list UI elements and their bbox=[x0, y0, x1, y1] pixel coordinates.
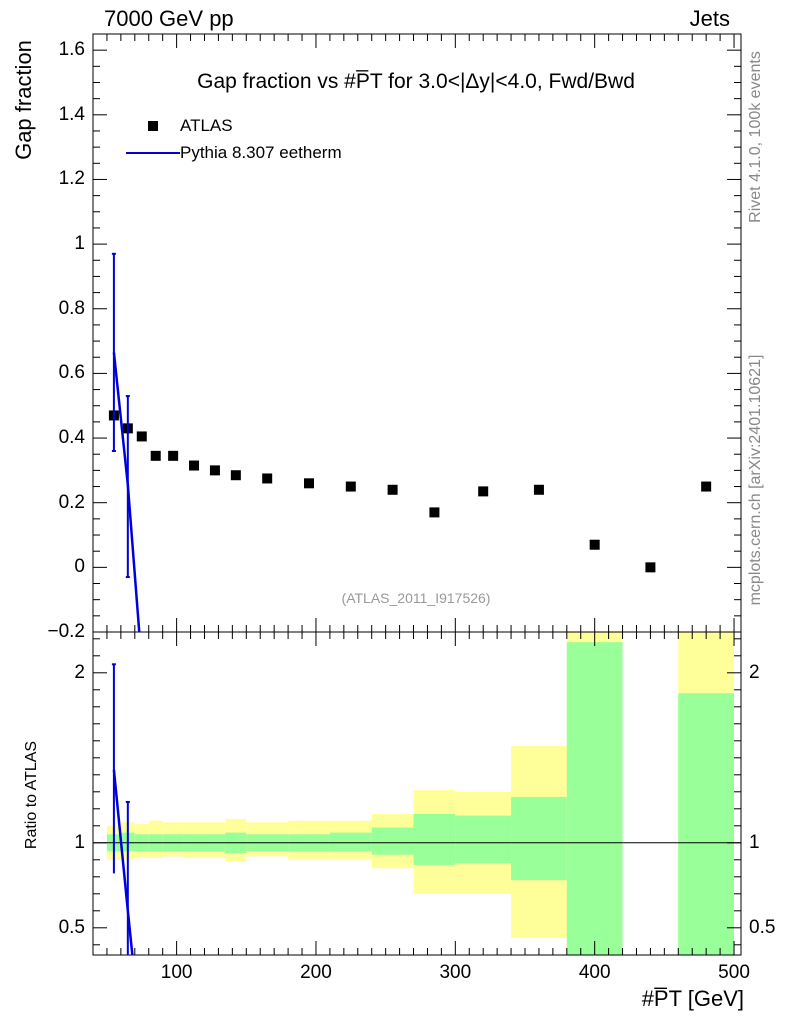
atlas-data-point bbox=[387, 484, 398, 495]
ratio-y-tick-label-left: 0.5 bbox=[58, 916, 85, 938]
main-y-tick-label: 0.6 bbox=[58, 362, 85, 384]
atlas-data-point bbox=[589, 539, 600, 550]
atlas-data-point bbox=[429, 507, 440, 518]
legend: ATLAS Pythia 8.307 eetherm bbox=[126, 112, 342, 166]
atlas-data-point bbox=[345, 481, 356, 492]
atlas-data-point bbox=[209, 465, 220, 476]
x-tick-label: 100 bbox=[160, 962, 193, 983]
ratio-y-tick-label-right: 0.5 bbox=[749, 916, 776, 938]
ratio-y-tick-label-right: 1 bbox=[749, 831, 760, 853]
main-y-tick-label: 0.8 bbox=[58, 297, 85, 319]
chart-title: Gap fraction vs #P̅T for 3.0<|Δy|<4.0, F… bbox=[197, 70, 635, 93]
ratio-series bbox=[111, 663, 134, 955]
x-tick-label: 300 bbox=[439, 962, 472, 983]
atlas-data-point bbox=[150, 450, 161, 461]
mcplots-source-label: mcplots.cern.ch [arXiv:2401.10621] bbox=[747, 354, 764, 606]
atlas-data-point bbox=[189, 460, 200, 471]
ratio-y-axis-label: Ratio to ATLAS bbox=[23, 740, 40, 850]
main-y-tick-label: 0.4 bbox=[58, 427, 85, 449]
atlas-data-point bbox=[262, 473, 273, 484]
green-band-bin bbox=[329, 832, 372, 852]
ratio-y-tick-label-left: 1 bbox=[74, 831, 85, 853]
legend-data-label: ATLAS bbox=[180, 115, 233, 135]
main-y-tick-label: 1.4 bbox=[58, 103, 85, 125]
main-series bbox=[108, 252, 712, 632]
x-axis-label: #P̅T [GeV] bbox=[641, 986, 744, 1011]
header-process-label: Jets bbox=[689, 6, 730, 31]
ratio-bands bbox=[106, 632, 735, 955]
main-y-tick-label: 0 bbox=[74, 556, 85, 578]
atlas-data-point bbox=[136, 431, 147, 442]
mc-line-icon bbox=[126, 151, 180, 154]
main-y-tick-label: 1.2 bbox=[58, 168, 85, 190]
legend-mc-label: Pythia 8.307 eetherm bbox=[180, 142, 342, 162]
atlas-data-point bbox=[168, 450, 179, 461]
x-tick-label: 500 bbox=[718, 962, 750, 983]
main-y-axis-label: Gap fraction bbox=[11, 40, 36, 160]
x-tick-label: 200 bbox=[300, 962, 332, 983]
green-band-bin bbox=[511, 796, 567, 881]
legend-entry-pythia: Pythia 8.307 eetherm bbox=[126, 139, 342, 166]
header-energy-label: 7000 GeV pp bbox=[104, 6, 234, 31]
main-y-tick-label: −0.2 bbox=[47, 621, 85, 642]
green-band-bin bbox=[371, 827, 414, 855]
ratio-plot-frame bbox=[92, 631, 742, 956]
atlas-data-point bbox=[533, 484, 544, 495]
atlas-data-point bbox=[701, 481, 712, 492]
legend-entry-atlas: ATLAS bbox=[126, 112, 342, 139]
green-band-bin bbox=[455, 815, 512, 864]
main-y-tick-label: 0.2 bbox=[58, 491, 85, 513]
green-band-bin bbox=[566, 642, 623, 955]
atlas-data-point bbox=[230, 470, 241, 481]
atlas-data-point bbox=[478, 486, 489, 497]
atlas-data-point bbox=[645, 562, 656, 573]
atlas-data-point bbox=[304, 478, 314, 489]
green-band-bin bbox=[413, 813, 456, 865]
main-y-tick-label: 1.6 bbox=[58, 39, 85, 61]
main-y-tick-label: 1 bbox=[74, 233, 85, 255]
rivet-version-label: Rivet 4.1.0, 100k events bbox=[747, 51, 764, 223]
ratio-y-tick-label-right: 2 bbox=[749, 661, 760, 683]
green-band-bin bbox=[678, 693, 735, 955]
ratio-y-tick-label-left: 2 bbox=[74, 661, 85, 683]
data-marker-icon bbox=[148, 120, 158, 131]
x-tick-label: 400 bbox=[578, 962, 611, 983]
analysis-id-label: (ATLAS_2011_I917526) bbox=[341, 590, 491, 606]
